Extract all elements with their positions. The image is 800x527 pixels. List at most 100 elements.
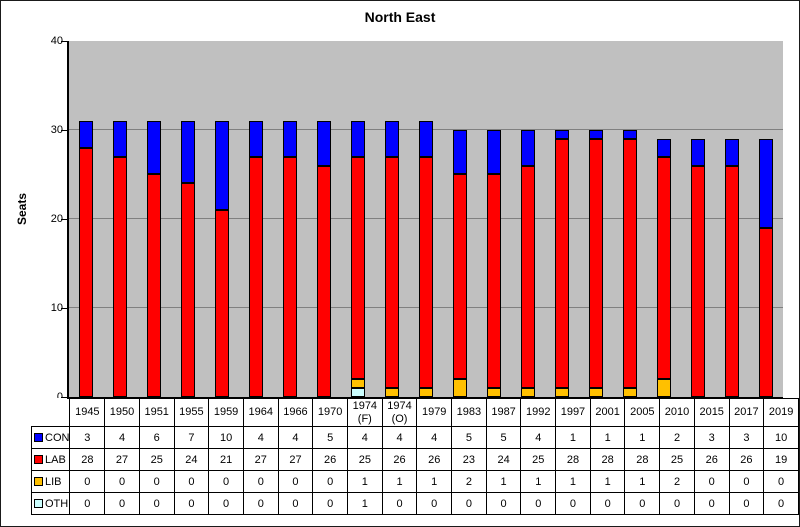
value-cell-lab-1992: 25 bbox=[520, 448, 557, 471]
legend-key-oth-icon bbox=[34, 498, 43, 508]
value-cell-lib-1945: 0 bbox=[69, 470, 106, 493]
value-cell-oth-2019: 0 bbox=[763, 492, 799, 515]
bar-segment-lib-2001 bbox=[589, 388, 603, 397]
bar-segment-oth-1974-F- bbox=[351, 388, 365, 397]
value-cell-lib-2015: 0 bbox=[693, 470, 730, 493]
value-cell-lib-1974-O-: 1 bbox=[381, 470, 418, 493]
year-cell-1970: 1970 bbox=[312, 398, 348, 427]
value-cell-lab-2010: 25 bbox=[659, 448, 695, 471]
bar-segment-lab-2015 bbox=[691, 166, 705, 397]
x-axis-line bbox=[67, 397, 783, 399]
value-cell-lab-1945: 28 bbox=[69, 448, 106, 471]
value-cell-lib-2001: 1 bbox=[589, 470, 626, 493]
value-cell-con-1974-O-: 4 bbox=[381, 426, 418, 449]
value-cell-lib-2019: 0 bbox=[763, 470, 799, 493]
value-cell-oth-1966: 0 bbox=[277, 492, 314, 515]
year-cell-2015: 2015 bbox=[693, 398, 730, 427]
bar-segment-lab-1974-O- bbox=[385, 157, 399, 388]
value-cell-lab-2001: 28 bbox=[589, 448, 626, 471]
value-cell-lab-1951: 25 bbox=[138, 448, 175, 471]
legend-label-oth: OTH bbox=[45, 497, 69, 510]
bar-segment-con-2019 bbox=[759, 139, 773, 228]
value-cell-oth-1970: 0 bbox=[312, 492, 348, 515]
value-cell-con-1950: 4 bbox=[104, 426, 140, 449]
y-tick-label-0: 0 bbox=[56, 391, 63, 403]
value-cell-con-1964: 4 bbox=[242, 426, 279, 449]
value-cell-lib-1966: 0 bbox=[277, 470, 314, 493]
legend-cell-con: CON bbox=[30, 426, 71, 449]
value-cell-oth-1992: 0 bbox=[520, 492, 557, 515]
year-cell-2010: 2010 bbox=[659, 398, 695, 427]
year-cell-2005: 2005 bbox=[624, 398, 661, 427]
bar-segment-con-2015 bbox=[691, 139, 705, 166]
year-cell-1992: 1992 bbox=[520, 398, 557, 427]
bar-segment-lab-1959 bbox=[215, 210, 229, 397]
value-cell-oth-1987: 0 bbox=[485, 492, 522, 515]
bar-segment-lab-1970 bbox=[317, 166, 331, 397]
value-cell-con-1987: 5 bbox=[485, 426, 522, 449]
bar-segment-con-1979 bbox=[419, 121, 433, 157]
year-cell-2019: 2019 bbox=[763, 398, 799, 427]
legend-label-con: CON bbox=[45, 431, 70, 444]
year-cell-1983: 1983 bbox=[451, 398, 487, 427]
bar-segment-lib-1983 bbox=[453, 379, 467, 397]
value-cell-lab-1966: 27 bbox=[277, 448, 314, 471]
bar-segment-con-1950 bbox=[113, 121, 127, 157]
value-cell-lab-1974-F-: 25 bbox=[346, 448, 383, 471]
value-cell-lab-1959: 21 bbox=[208, 448, 244, 471]
value-cell-lab-1979: 26 bbox=[416, 448, 453, 471]
bar-segment-lib-1992 bbox=[521, 388, 535, 397]
bar-segment-con-2017 bbox=[725, 139, 739, 166]
legend-cell-lab: LAB bbox=[30, 448, 71, 471]
value-cell-lib-1959: 0 bbox=[208, 470, 244, 493]
value-cell-lib-1992: 1 bbox=[520, 470, 557, 493]
value-cell-con-1992: 4 bbox=[520, 426, 557, 449]
year-cell-1966: 1966 bbox=[277, 398, 314, 427]
table-corner-cell bbox=[31, 398, 70, 427]
value-cell-lib-2010: 2 bbox=[659, 470, 695, 493]
bar-segment-lab-1955 bbox=[181, 183, 195, 397]
plot-area bbox=[69, 41, 783, 397]
value-cell-oth-1945: 0 bbox=[69, 492, 106, 515]
legend-label-lib: LIB bbox=[45, 475, 62, 488]
value-cell-lib-1970: 0 bbox=[312, 470, 348, 493]
value-cell-oth-2010: 0 bbox=[659, 492, 695, 515]
table-row-lab: LAB 28 27 25 24 21 27 27 26 25 26 26 23 24 25 28 28 28 25 2… bbox=[30, 448, 799, 471]
bar-segment-lab-2019 bbox=[759, 228, 773, 397]
value-cell-oth-1951: 0 bbox=[138, 492, 175, 515]
bar-segment-lib-2010 bbox=[657, 379, 671, 397]
value-cell-lab-1955: 24 bbox=[173, 448, 210, 471]
value-cell-con-1951: 6 bbox=[138, 426, 175, 449]
value-cell-con-2017: 3 bbox=[728, 426, 765, 449]
year-cell-1997: 1997 bbox=[555, 398, 591, 427]
value-cell-con-1979: 4 bbox=[416, 426, 453, 449]
bar-segment-con-1992 bbox=[521, 130, 535, 166]
bar-segment-con-1951 bbox=[147, 121, 161, 174]
bar-segment-lab-2010 bbox=[657, 157, 671, 379]
bar-segment-con-2010 bbox=[657, 139, 671, 157]
bar-segment-lab-1950 bbox=[113, 157, 127, 397]
bar-segment-lab-1987 bbox=[487, 174, 501, 388]
value-cell-lab-1950: 27 bbox=[104, 448, 140, 471]
year-cell-1959: 1959 bbox=[208, 398, 244, 427]
value-cell-lib-1955: 0 bbox=[173, 470, 210, 493]
value-cell-con-2019: 10 bbox=[763, 426, 799, 449]
y-tick-label-30: 30 bbox=[50, 124, 63, 136]
bar-segment-con-1959 bbox=[215, 121, 229, 210]
bar-segment-con-1964 bbox=[249, 121, 263, 157]
value-cell-oth-1964: 0 bbox=[242, 492, 279, 515]
bar-segment-con-1997 bbox=[555, 130, 569, 139]
value-cell-lib-1979: 1 bbox=[416, 470, 453, 493]
year-cell-1974-F-: 1974 (F) bbox=[346, 398, 383, 427]
value-cell-con-1966: 4 bbox=[277, 426, 314, 449]
bar-segment-con-1983 bbox=[453, 130, 467, 174]
bar-segment-lib-1974-O- bbox=[385, 388, 399, 397]
legend-label-lab: LAB bbox=[45, 453, 66, 466]
y-tick-label-40: 40 bbox=[50, 35, 63, 47]
value-cell-lab-1964: 27 bbox=[242, 448, 279, 471]
bar-segment-lab-2005 bbox=[623, 139, 637, 388]
bar-segment-con-2005 bbox=[623, 130, 637, 139]
bar-segment-con-1966 bbox=[283, 121, 297, 157]
bar-segment-lib-2005 bbox=[623, 388, 637, 397]
